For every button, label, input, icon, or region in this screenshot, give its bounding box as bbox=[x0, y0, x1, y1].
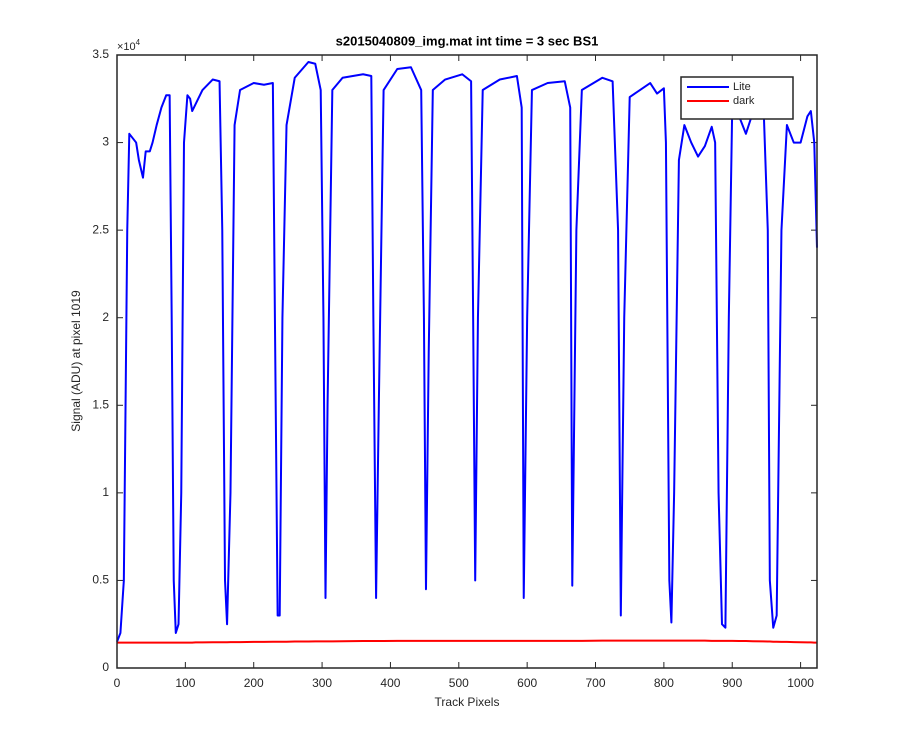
y-tick-label: 0.5 bbox=[92, 573, 109, 587]
x-tick-label: 300 bbox=[312, 676, 332, 690]
x-tick-label: 500 bbox=[449, 676, 469, 690]
x-tick-label: 0 bbox=[114, 676, 121, 690]
y-axis-label: Signal (ADU) at pixel 1019 bbox=[69, 290, 83, 432]
chart-title: s2015040809_img.mat int time = 3 sec BS1 bbox=[336, 33, 599, 48]
series-line bbox=[116, 61, 818, 643]
x-tick-label: 600 bbox=[517, 676, 537, 690]
y-tick-label: 1.5 bbox=[92, 397, 109, 411]
x-axis-label: Track Pixels bbox=[435, 695, 500, 709]
y-multiplier-base: ×10 bbox=[117, 41, 136, 53]
y-tick-label: 2.5 bbox=[92, 222, 109, 236]
legend-label: Lite bbox=[733, 81, 751, 93]
x-tick-label: 700 bbox=[586, 676, 606, 690]
y-multiplier-exponent: 4 bbox=[136, 38, 141, 47]
x-tick-label: 800 bbox=[654, 676, 674, 690]
y-multiplier: ×104 bbox=[117, 38, 141, 53]
y-tick-label: 0 bbox=[102, 660, 109, 674]
legend-box bbox=[680, 76, 794, 120]
x-tick-label: 900 bbox=[722, 676, 742, 690]
plot-area bbox=[117, 55, 817, 668]
x-tick-label: 1000 bbox=[787, 676, 814, 690]
y-tick-label: 1 bbox=[102, 485, 109, 499]
series-line bbox=[117, 639, 817, 644]
x-tick-label: 400 bbox=[380, 676, 400, 690]
legend-label: dark bbox=[733, 95, 755, 107]
y-tick-label: 3.5 bbox=[92, 47, 109, 61]
x-tick-label: 200 bbox=[244, 676, 264, 690]
y-tick-label: 3 bbox=[102, 135, 109, 149]
legend: Lite dark bbox=[680, 76, 794, 120]
axes-box bbox=[116, 54, 818, 669]
y-tick-label: 2 bbox=[102, 310, 109, 324]
x-tick-label: 100 bbox=[175, 676, 195, 690]
